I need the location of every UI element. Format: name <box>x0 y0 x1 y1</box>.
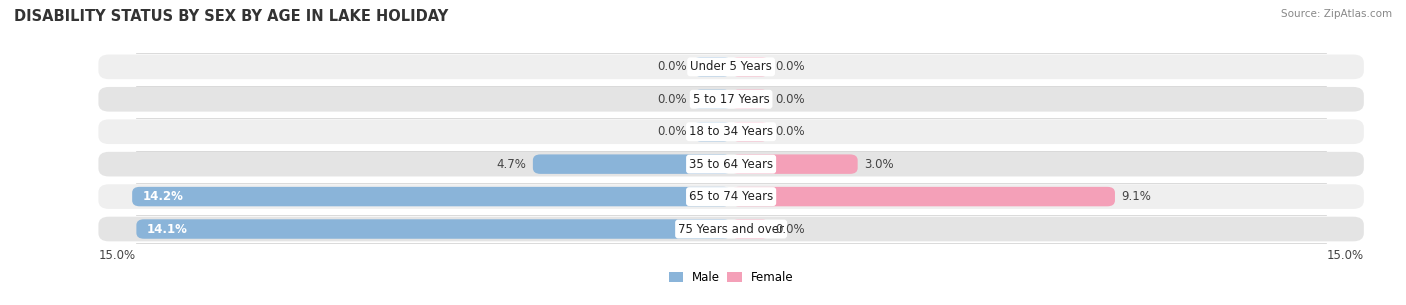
FancyBboxPatch shape <box>533 154 731 174</box>
Text: 0.0%: 0.0% <box>776 125 806 138</box>
FancyBboxPatch shape <box>132 187 731 206</box>
Text: 75 Years and over: 75 Years and over <box>678 223 785 235</box>
FancyBboxPatch shape <box>98 55 1364 79</box>
Text: 15.0%: 15.0% <box>98 249 135 262</box>
Text: 5 to 17 Years: 5 to 17 Years <box>693 93 769 106</box>
FancyBboxPatch shape <box>731 154 858 174</box>
Text: 65 to 74 Years: 65 to 74 Years <box>689 190 773 203</box>
FancyBboxPatch shape <box>136 219 731 239</box>
Legend: Male, Female: Male, Female <box>664 267 799 289</box>
FancyBboxPatch shape <box>731 122 769 142</box>
Text: 35 to 64 Years: 35 to 64 Years <box>689 158 773 170</box>
Text: 0.0%: 0.0% <box>657 125 686 138</box>
FancyBboxPatch shape <box>98 217 1364 241</box>
Text: 4.7%: 4.7% <box>496 158 526 170</box>
FancyBboxPatch shape <box>693 90 731 109</box>
FancyBboxPatch shape <box>98 119 1364 144</box>
Text: 15.0%: 15.0% <box>1327 249 1364 262</box>
Text: 18 to 34 Years: 18 to 34 Years <box>689 125 773 138</box>
FancyBboxPatch shape <box>98 87 1364 112</box>
Text: Source: ZipAtlas.com: Source: ZipAtlas.com <box>1281 9 1392 19</box>
FancyBboxPatch shape <box>731 57 769 77</box>
Text: 14.2%: 14.2% <box>143 190 184 203</box>
FancyBboxPatch shape <box>693 122 731 142</box>
Text: 0.0%: 0.0% <box>776 60 806 73</box>
Text: Under 5 Years: Under 5 Years <box>690 60 772 73</box>
Text: 0.0%: 0.0% <box>776 93 806 106</box>
Text: 0.0%: 0.0% <box>657 93 686 106</box>
FancyBboxPatch shape <box>731 219 769 239</box>
Text: 3.0%: 3.0% <box>863 158 894 170</box>
Text: 0.0%: 0.0% <box>657 60 686 73</box>
FancyBboxPatch shape <box>731 90 769 109</box>
Text: DISABILITY STATUS BY SEX BY AGE IN LAKE HOLIDAY: DISABILITY STATUS BY SEX BY AGE IN LAKE … <box>14 9 449 24</box>
Text: 9.1%: 9.1% <box>1122 190 1152 203</box>
Text: 14.1%: 14.1% <box>148 223 188 235</box>
Text: 0.0%: 0.0% <box>776 223 806 235</box>
FancyBboxPatch shape <box>731 187 1115 206</box>
FancyBboxPatch shape <box>98 184 1364 209</box>
FancyBboxPatch shape <box>693 57 731 77</box>
FancyBboxPatch shape <box>98 152 1364 177</box>
